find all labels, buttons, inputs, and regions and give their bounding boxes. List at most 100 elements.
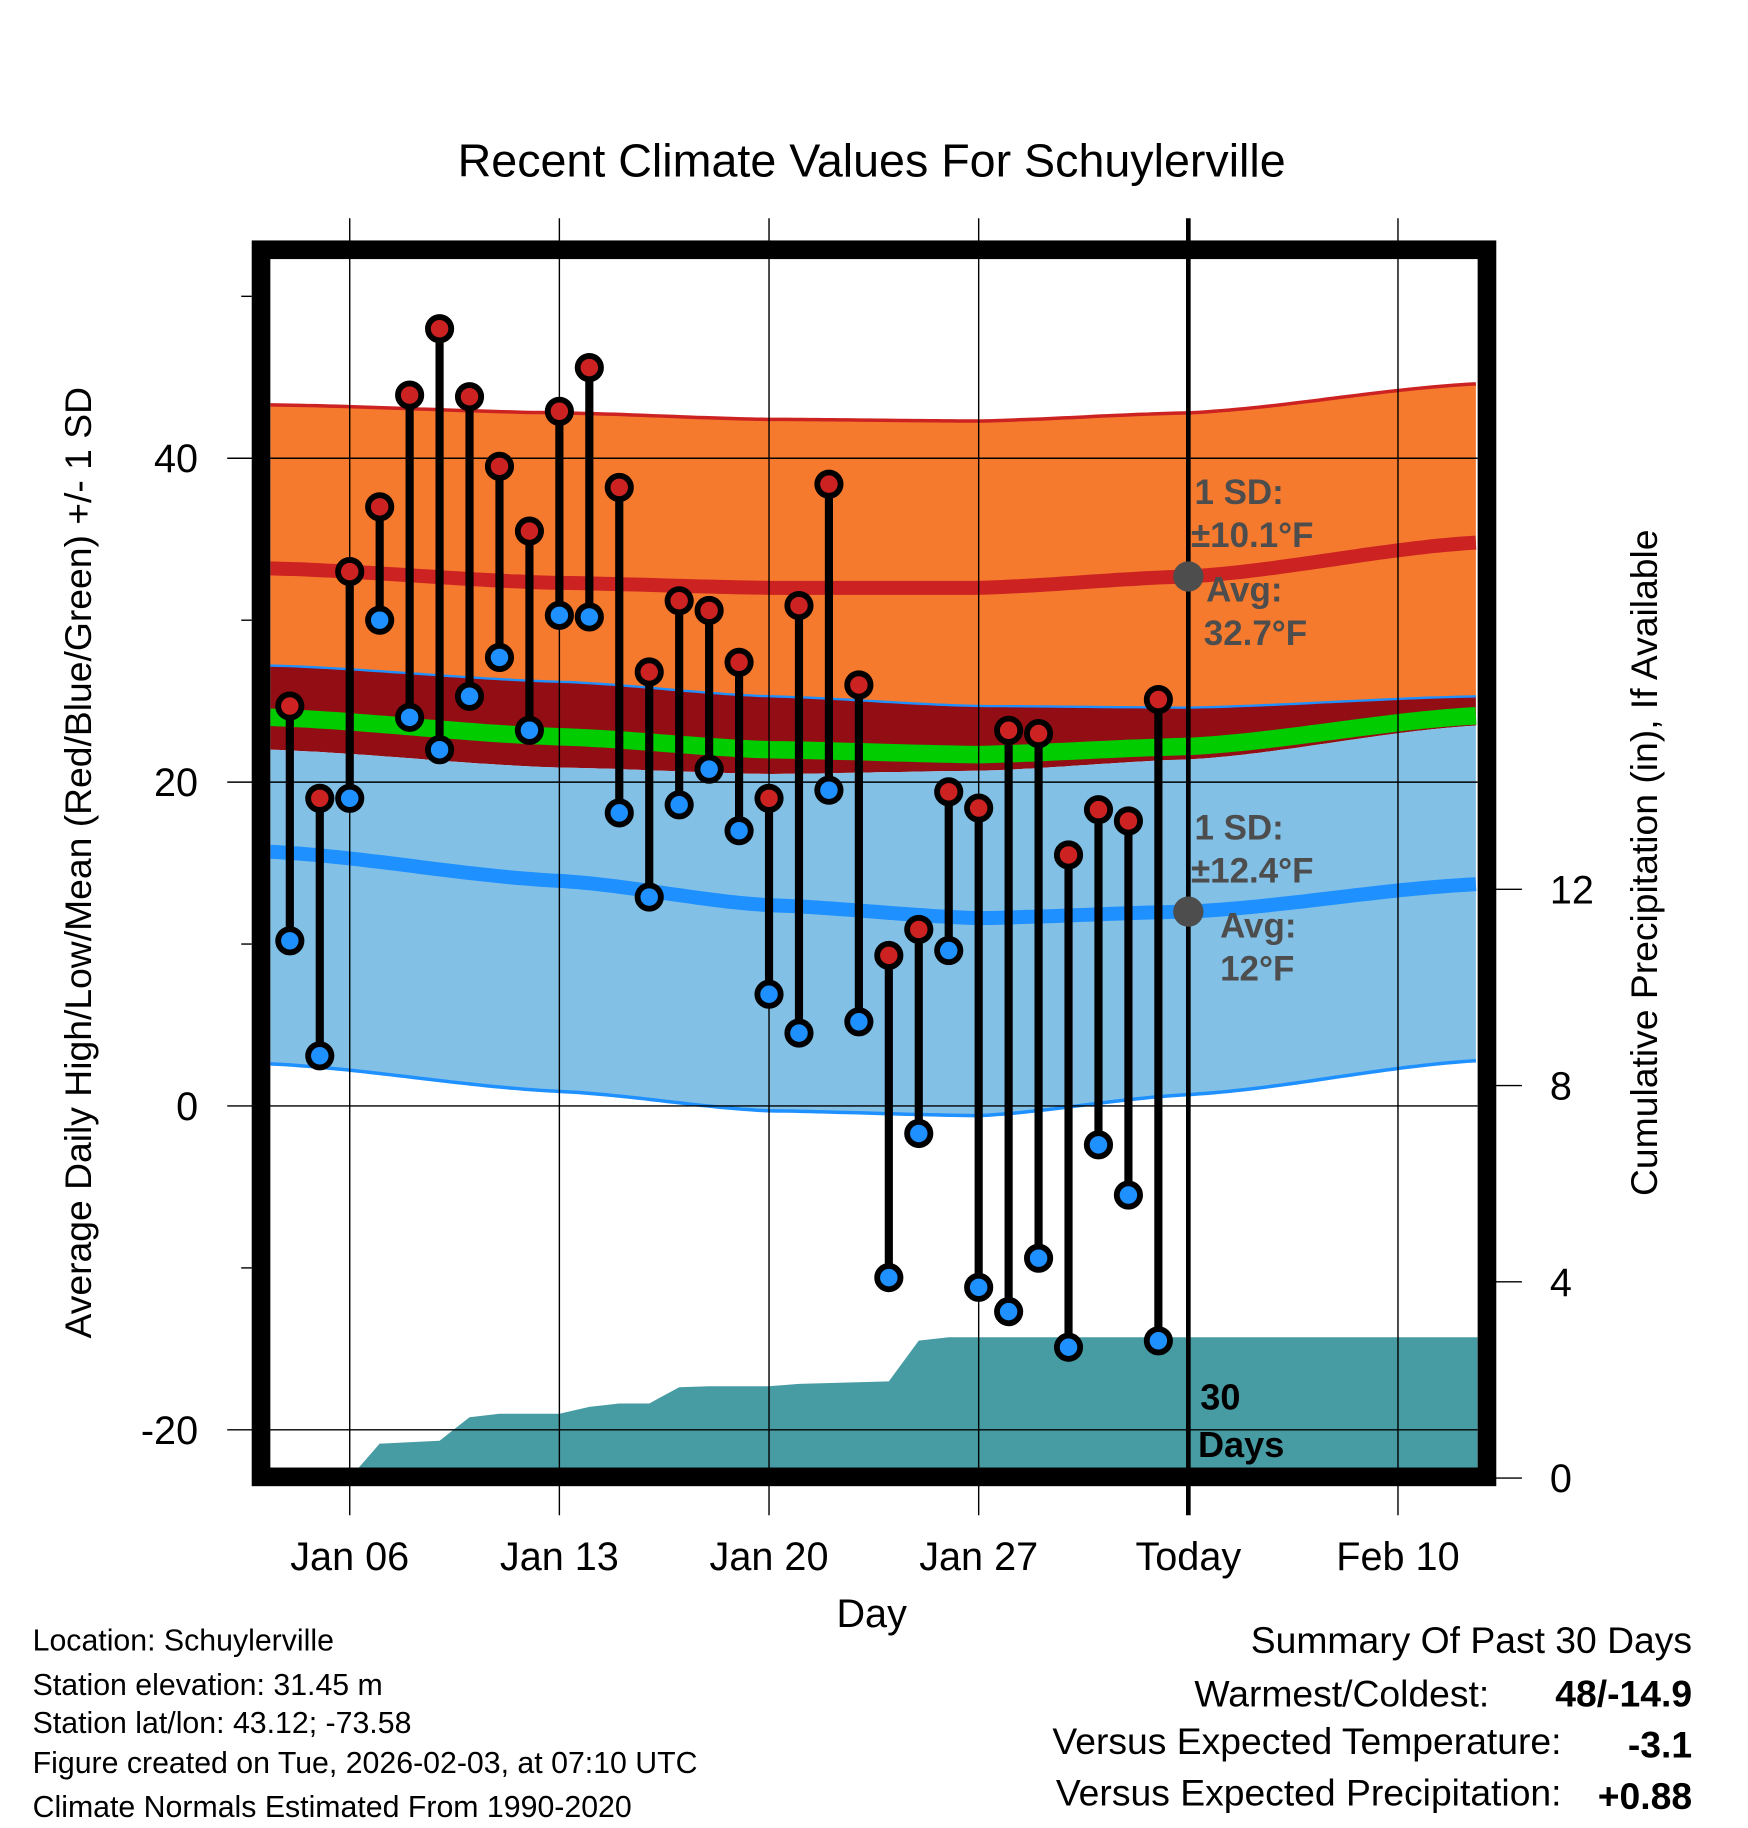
y-tick-label: 0 xyxy=(176,1085,198,1129)
high-temp-marker xyxy=(365,492,395,522)
high-temp-marker xyxy=(484,451,515,481)
high-temp-marker xyxy=(395,380,425,410)
high-temp-marker xyxy=(994,715,1024,745)
x-tick-label: Feb 10 xyxy=(1336,1535,1459,1579)
x-tick-label: Jan 27 xyxy=(919,1535,1038,1579)
high-temp-marker xyxy=(1143,684,1173,715)
y-axis-label: Average Daily High/Low/Mean (Red/Blue/Gr… xyxy=(57,387,99,1338)
low-temp-marker xyxy=(604,798,634,828)
low-temp-marker xyxy=(365,605,395,635)
low-temp-marker xyxy=(574,602,604,632)
y2-tick-label: 4 xyxy=(1550,1261,1572,1305)
low-temp-marker xyxy=(275,926,305,956)
plot-frame xyxy=(251,240,1497,1487)
low-temp-marker xyxy=(814,775,844,805)
x-axis-label: Day xyxy=(836,1592,907,1636)
days-count: 30 xyxy=(1200,1376,1240,1417)
latlon-text: Station lat/lon: 43.12; -73.58 xyxy=(33,1707,412,1740)
high-temp-marker xyxy=(634,657,664,687)
high-avg-label: Avg: xyxy=(1206,571,1282,610)
low-sd-value: ±12.4°F xyxy=(1191,852,1314,891)
low-temp-marker xyxy=(664,790,694,820)
normal-mean-line xyxy=(270,707,1477,764)
high-temp-marker xyxy=(754,783,784,813)
normal-low-line xyxy=(270,844,1477,926)
high-temp-marker xyxy=(934,777,964,807)
low-temp-marker xyxy=(874,1263,904,1293)
low-temp-marker xyxy=(694,754,724,784)
low-temp-marker xyxy=(784,1018,814,1048)
high-temp-marker xyxy=(544,396,574,426)
low-temp-marker xyxy=(934,935,964,966)
x-tick-label: Jan 13 xyxy=(500,1535,619,1579)
high-temp-marker xyxy=(724,647,754,677)
high-temp-marker xyxy=(1113,806,1143,836)
normals-text: Climate Normals Estimated From 1990-2020 xyxy=(33,1791,632,1824)
low-sd-label: 1 SD: xyxy=(1194,808,1283,847)
footer-info: Location: Schuylerville Station elevatio… xyxy=(33,1624,698,1824)
high-temp-marker xyxy=(604,472,634,502)
low-temp-marker xyxy=(724,816,754,846)
low-temp-marker xyxy=(994,1297,1024,1327)
low-temp-marker xyxy=(514,715,544,745)
high-temp-marker xyxy=(1083,795,1114,825)
high-sd-band xyxy=(270,383,1476,708)
high-temp-marker xyxy=(814,469,844,499)
days-label: Days xyxy=(1198,1424,1284,1465)
low-temp-marker xyxy=(634,882,664,912)
low-temp-marker xyxy=(844,1007,874,1037)
high-temp-marker xyxy=(574,353,604,383)
high-temp-marker xyxy=(1053,840,1084,870)
low-temp-marker xyxy=(754,979,784,1009)
low-temp-marker xyxy=(1053,1332,1084,1362)
high-temp-marker xyxy=(335,557,365,587)
warmest-coldest-label: Warmest/Coldest: xyxy=(1194,1672,1489,1714)
high-temp-marker xyxy=(904,914,934,945)
high-temp-marker xyxy=(964,793,994,823)
today-low-normal-dot xyxy=(1173,896,1204,927)
location-text: Location: Schuylerville xyxy=(33,1624,334,1657)
high-temp-marker xyxy=(694,595,724,626)
precip-vs-expected-label: Versus Expected Precipitation: xyxy=(1056,1771,1562,1813)
low-temp-marker xyxy=(964,1272,994,1302)
low-temp-marker xyxy=(1113,1180,1143,1210)
observations-group xyxy=(275,314,1204,1362)
today-high-normal-dot xyxy=(1173,561,1204,592)
x-tick-label: Today xyxy=(1135,1535,1241,1579)
y-tick-label: 40 xyxy=(154,437,198,481)
high-temp-marker xyxy=(425,314,455,344)
low-temp-marker xyxy=(484,642,515,672)
temp-vs-expected-value: -3.1 xyxy=(1628,1724,1692,1766)
high-temp-marker xyxy=(275,691,305,721)
high-temp-marker xyxy=(305,783,335,813)
low-temp-marker xyxy=(454,681,485,711)
summary-block: Summary Of Past 30 Days Warmest/Coldest:… xyxy=(1052,1619,1692,1817)
low-temp-marker xyxy=(1143,1326,1173,1356)
temp-vs-expected-label: Versus Expected Temperature: xyxy=(1052,1720,1561,1762)
y2-tick-label: 8 xyxy=(1550,1065,1572,1109)
high-temp-marker xyxy=(874,940,904,970)
y2-axis-label: Cumulative Precipitation (in), If Availa… xyxy=(1623,529,1665,1196)
high-temp-marker xyxy=(514,516,544,546)
low-temp-marker xyxy=(335,783,365,813)
cumulative-precip-area xyxy=(357,1337,1478,1469)
high-sd-value: ±10.1°F xyxy=(1191,516,1314,555)
created-text: Figure created on Tue, 2026-02-03, at 07… xyxy=(33,1747,698,1780)
y-tick-label: -20 xyxy=(141,1409,198,1453)
high-temp-marker xyxy=(1024,718,1054,749)
low-temp-marker xyxy=(1083,1130,1114,1160)
high-temp-marker xyxy=(784,591,814,621)
elevation-text: Station elevation: 31.45 m xyxy=(33,1669,383,1702)
low-temp-marker xyxy=(305,1041,335,1071)
x-tick-label: Jan 20 xyxy=(710,1535,829,1579)
low-avg-label: Avg: xyxy=(1220,906,1296,945)
y2-tick-label: 0 xyxy=(1550,1457,1572,1501)
low-avg-value: 12°F xyxy=(1220,949,1294,988)
y-tick-label: 20 xyxy=(154,761,198,805)
chart-title: Recent Climate Values For Schuylerville xyxy=(458,134,1286,186)
low-temp-marker xyxy=(904,1118,934,1149)
summary-title: Summary Of Past 30 Days xyxy=(1251,1619,1692,1661)
low-lower-line xyxy=(270,1058,1477,1118)
